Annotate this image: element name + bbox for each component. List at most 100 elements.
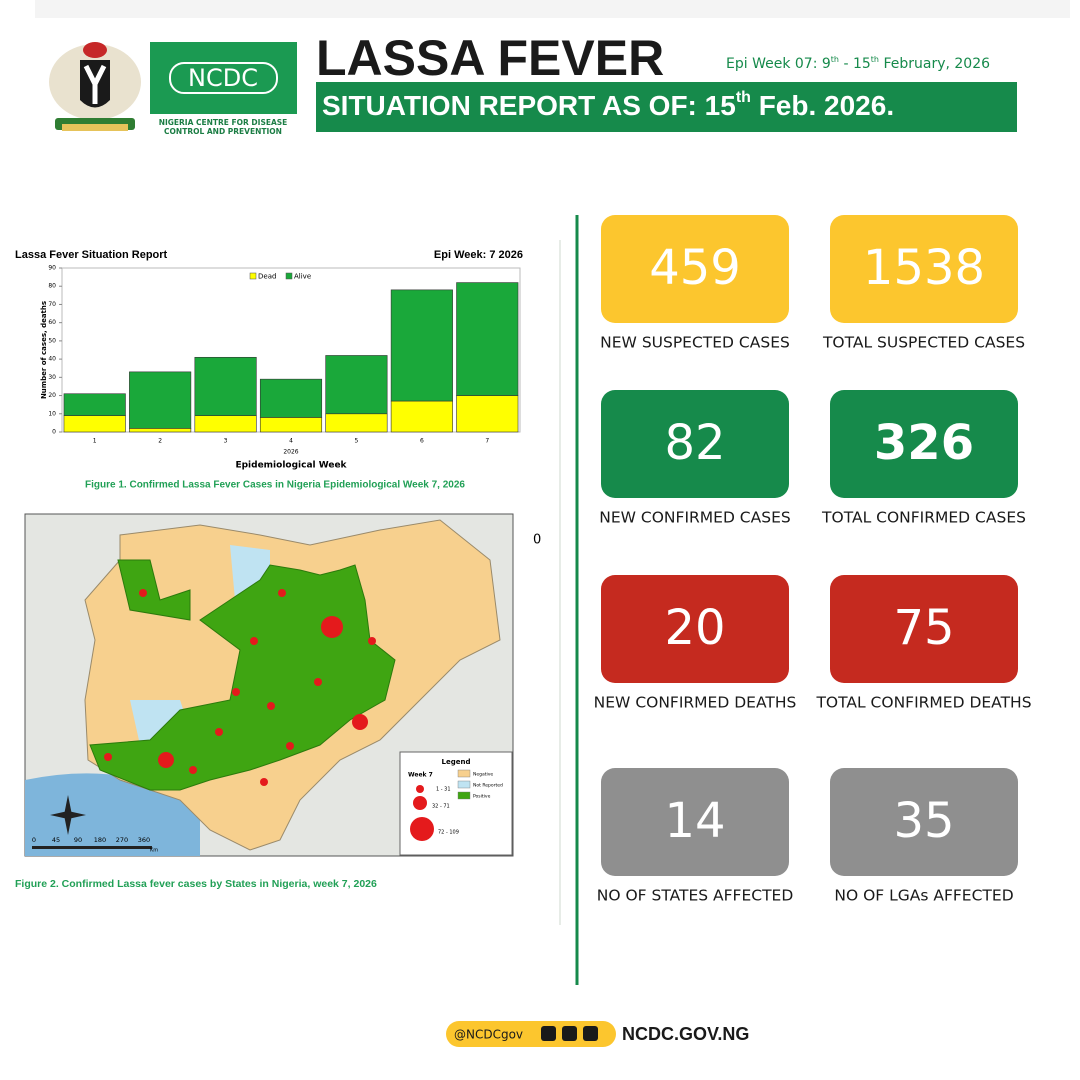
x-icon bbox=[562, 1026, 577, 1041]
bar-segment bbox=[63, 393, 126, 416]
stat-card bbox=[830, 215, 1018, 323]
sea bbox=[25, 773, 200, 856]
stat-value: 20 bbox=[664, 600, 725, 656]
x-tick-label: 2 bbox=[158, 438, 162, 445]
stat-value: 82 bbox=[664, 415, 725, 471]
bar-segment bbox=[194, 415, 257, 433]
case-dot bbox=[260, 778, 268, 786]
epi-part: February, 2026 bbox=[879, 56, 990, 72]
bar-segment bbox=[259, 378, 323, 418]
banner-part: Feb. 2026. bbox=[751, 90, 894, 121]
stat-card bbox=[830, 768, 1018, 876]
stat-value: 75 bbox=[893, 600, 954, 656]
x-tick-label: 7 bbox=[485, 438, 489, 445]
status-swatch bbox=[457, 769, 471, 778]
stat-cards: 459 NEW SUSPECTED CASES 1538 TOTAL SUSPECTE… bbox=[594, 215, 1032, 905]
legend-label: Dead bbox=[258, 273, 276, 281]
stat-label: NEW CONFIRMED CASES bbox=[599, 509, 790, 527]
bar-segment bbox=[129, 371, 192, 429]
legend-swatch bbox=[249, 272, 257, 280]
legend-week: Week 7 bbox=[408, 772, 433, 779]
stat-label: TOTAL CONFIRMED CASES bbox=[821, 509, 1026, 527]
epi-sup: th bbox=[871, 55, 879, 64]
chart-title: Lassa Fever Situation Report bbox=[15, 249, 168, 261]
banner-part: SITUATION REPORT AS OF: 15 bbox=[322, 90, 736, 121]
chart-caption: Figure 1. Confirmed Lassa Fever Cases in… bbox=[85, 480, 465, 491]
footer-site: NCDC.GOV.NG bbox=[622, 1024, 749, 1044]
epi-week: Epi Week 07: 9th - 15th February, 2026 bbox=[726, 55, 990, 73]
case-dot bbox=[139, 589, 147, 597]
y-tick-label: 10 bbox=[48, 410, 56, 417]
legend-title: Legend bbox=[442, 758, 471, 766]
bar-segment bbox=[390, 400, 453, 433]
x-tick-label: 6 bbox=[420, 438, 424, 445]
stat-label: TOTAL CONFIRMED DEATHS bbox=[815, 694, 1031, 712]
y-tick-label: 0 bbox=[52, 429, 56, 436]
status-legend: Negative Not Reported Positive bbox=[457, 769, 503, 800]
status-swatch bbox=[457, 791, 471, 800]
case-dot bbox=[321, 616, 343, 638]
case-dot bbox=[104, 753, 112, 761]
legend-dot bbox=[416, 785, 424, 793]
status-swatch bbox=[457, 780, 471, 789]
scale-label: 0 bbox=[32, 836, 36, 844]
stat-value: 14 bbox=[664, 793, 725, 849]
stat-label: NEW CONFIRMED DEATHS bbox=[594, 694, 797, 712]
bar-segment bbox=[456, 395, 519, 433]
x-tick-label: 4 bbox=[289, 438, 293, 445]
case-dot bbox=[368, 637, 376, 645]
stat-card bbox=[601, 575, 789, 683]
footer-handle: @NCDCgov bbox=[454, 1028, 523, 1042]
logo-caption: CONTROL AND PREVENTION bbox=[164, 127, 282, 136]
stat-card bbox=[601, 390, 789, 498]
x-axis-sublabel: 2026 bbox=[283, 449, 298, 456]
positive bbox=[89, 564, 396, 791]
stat-label: TOTAL SUSPECTED CASES bbox=[822, 334, 1025, 352]
y-axis-label: Number of cases, deaths bbox=[40, 301, 48, 399]
stat-label: NEW SUSPECTED CASES bbox=[600, 334, 790, 352]
banner-text: SITUATION REPORT AS OF: 15th Feb. 2026. bbox=[322, 89, 894, 121]
stat-value: 459 bbox=[649, 240, 741, 296]
stat-value: 35 bbox=[893, 793, 954, 849]
size-class: 72 - 109 bbox=[438, 830, 459, 836]
scale-label: 90 bbox=[74, 836, 82, 844]
stat-label: NO OF LGAs AFFECTED bbox=[834, 887, 1013, 905]
stat-label: NO OF STATES AFFECTED bbox=[597, 887, 794, 905]
banner-sup: th bbox=[736, 89, 751, 106]
stat-value: 326 bbox=[874, 415, 974, 471]
status-label: Negative bbox=[473, 772, 493, 778]
bar-segment bbox=[325, 355, 388, 415]
bar-segment bbox=[63, 415, 126, 433]
logo-caption: NIGERIA CENTRE FOR DISEASE bbox=[159, 118, 288, 127]
size-class: 1 - 31 bbox=[436, 787, 451, 793]
status-label: Positive bbox=[473, 794, 491, 800]
case-dot bbox=[314, 678, 322, 686]
y-tick-label: 20 bbox=[48, 392, 56, 399]
stat-value: 1538 bbox=[863, 240, 985, 296]
logo-text: NCDC bbox=[188, 64, 258, 92]
case-dot bbox=[286, 742, 294, 750]
stat-card bbox=[830, 575, 1018, 683]
banner bbox=[316, 82, 1017, 132]
legend-label: Alive bbox=[294, 273, 311, 281]
case-dot bbox=[250, 637, 258, 645]
x-tick-label: 3 bbox=[224, 438, 228, 445]
x-axis-label: Epidemiological Week bbox=[235, 461, 347, 471]
scale-label: 270 bbox=[116, 836, 128, 844]
case-dot bbox=[215, 728, 223, 736]
y-tick-label: 30 bbox=[48, 374, 56, 381]
size-class: 32 - 71 bbox=[432, 804, 450, 810]
case-dot bbox=[232, 688, 240, 696]
case-dot bbox=[189, 766, 197, 774]
case-dot bbox=[278, 589, 286, 597]
north-arrow bbox=[50, 795, 86, 835]
coat-of-arms bbox=[49, 42, 141, 131]
bar-segment bbox=[129, 428, 192, 433]
bar-segment bbox=[259, 417, 323, 433]
y-tick-label: 90 bbox=[48, 265, 56, 272]
x-tick-label: 5 bbox=[355, 438, 359, 445]
y-tick-label: 60 bbox=[48, 319, 56, 326]
y-tick-label: 70 bbox=[48, 301, 56, 308]
positive bbox=[117, 559, 191, 621]
